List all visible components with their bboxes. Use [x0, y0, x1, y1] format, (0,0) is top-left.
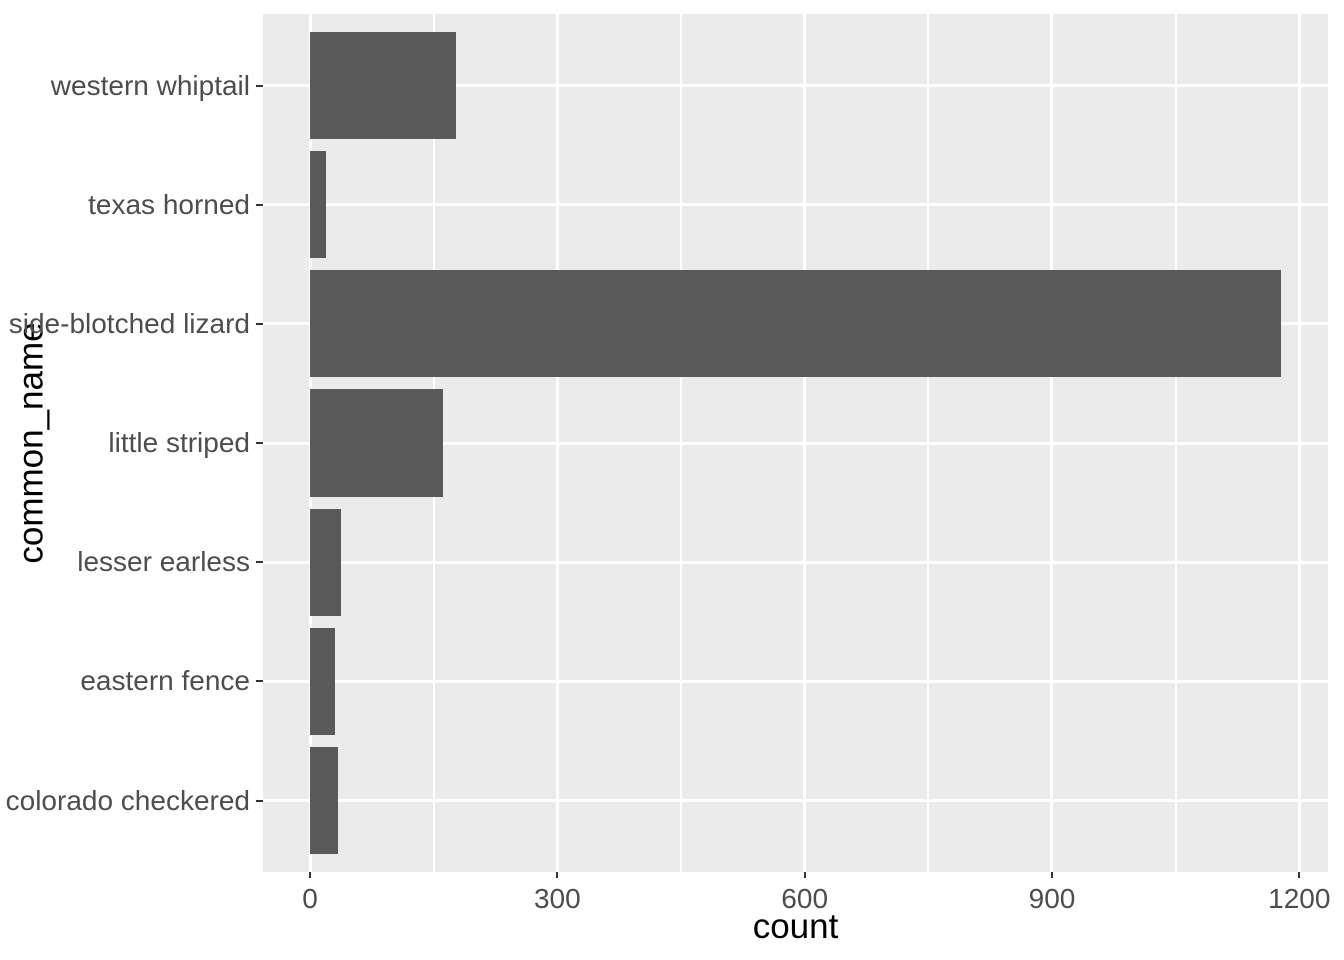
x-tick-mark-1200	[1298, 872, 1301, 878]
bar-lesser-earless	[310, 508, 342, 616]
gridline-y-colorado-checkered	[263, 799, 1328, 802]
bar-western-whiptail	[310, 31, 456, 140]
gridline-y-lesser-earless	[263, 560, 1328, 564]
gridline-y-eastern-fence	[263, 679, 1328, 683]
x-tick-label-300: 300	[533, 883, 581, 914]
y-tick-mark-western-whiptail	[256, 84, 263, 87]
y-tick-mark-little-striped	[256, 442, 263, 444]
bar-little-striped	[310, 389, 443, 497]
x-tick-label-1200: 1200	[1268, 883, 1331, 914]
gridline-y-little-striped	[263, 441, 1328, 445]
bar-colorado-checkered	[310, 746, 339, 855]
y-tick-label-western-whiptail: western whiptail	[50, 69, 250, 101]
gridline-y-texas-horned	[263, 203, 1328, 207]
y-tick-label-colorado-checkered: colorado checkered	[5, 784, 250, 816]
x-tick-mark-300	[556, 872, 559, 878]
x-tick-mark-0	[309, 872, 311, 878]
y-tick-label-texas-horned: texas horned	[88, 188, 250, 220]
y-tick-mark-texas-horned	[256, 203, 263, 206]
y-tick-mark-eastern-fence	[256, 680, 263, 683]
y-tick-mark-lesser-earless	[256, 561, 263, 564]
x-tick-label-0: 0	[302, 883, 318, 914]
y-tick-label-side-blotched-lizard: side-blotched lizard	[8, 307, 250, 339]
y-tick-label-lesser-earless: lesser earless	[77, 546, 250, 578]
y-tick-label-eastern-fence: eastern fence	[80, 665, 250, 697]
y-tick-label-little-striped: little striped	[108, 427, 250, 458]
x-axis-title: count	[752, 907, 839, 946]
y-axis-title: common_name	[12, 322, 52, 564]
bar-eastern-fence	[310, 627, 335, 735]
x-tick-label-900: 900	[1028, 883, 1076, 914]
y-axis-title-wrap: common_name	[12, 14, 52, 872]
plot-panel	[263, 14, 1328, 872]
x-tick-mark-600	[803, 872, 806, 878]
x-tick-label-600: 600	[781, 883, 829, 914]
bar-texas-horned	[310, 151, 327, 259]
y-tick-mark-colorado-checkered	[256, 799, 263, 802]
x-tick-mark-900	[1050, 872, 1053, 878]
y-tick-mark-side-blotched-lizard	[256, 322, 263, 325]
bar-side-blotched-lizard	[310, 270, 1282, 378]
gridline-y-western-whiptail	[263, 84, 1328, 87]
